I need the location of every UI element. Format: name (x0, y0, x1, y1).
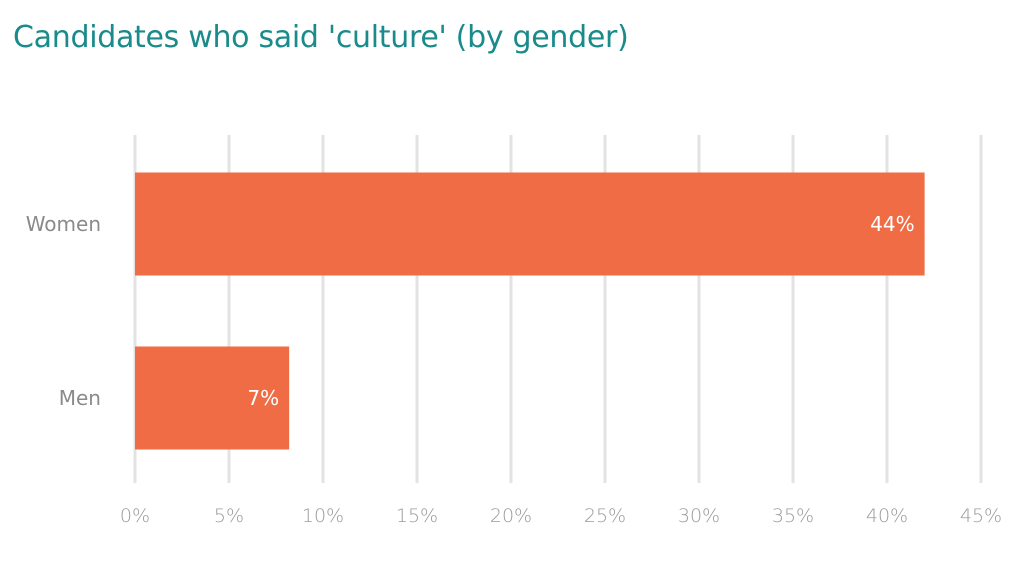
x-tick-label-30: 30% (678, 505, 720, 527)
data-label-women: 44% (870, 212, 914, 236)
x-tick-label-45: 45% (960, 505, 1002, 527)
bar-men (135, 346, 290, 450)
x-tick-label-0: 0% (120, 505, 150, 527)
x-tick-label-5: 5% (214, 505, 244, 527)
x-tick-label-10: 10% (302, 505, 344, 527)
x-tick-label-20: 20% (490, 505, 532, 527)
labels: 0% 5% 10% 15% 20% 25% 30% 35% 40% 45% Women 44% Men 7… (26, 212, 1002, 527)
x-tick-label-15: 15% (396, 505, 438, 527)
chart-title: Candidates who said 'culture' (by gender… (13, 20, 629, 55)
category-label-men: Men (59, 386, 101, 410)
data-label-men: 7% (247, 386, 279, 410)
category-label-women: Women (26, 212, 101, 236)
x-tick-label-40: 40% (866, 505, 908, 527)
x-tick-label-25: 25% (584, 505, 626, 527)
x-tick-label-35: 35% (772, 505, 814, 527)
bars (135, 172, 925, 450)
bar-women (135, 172, 925, 276)
